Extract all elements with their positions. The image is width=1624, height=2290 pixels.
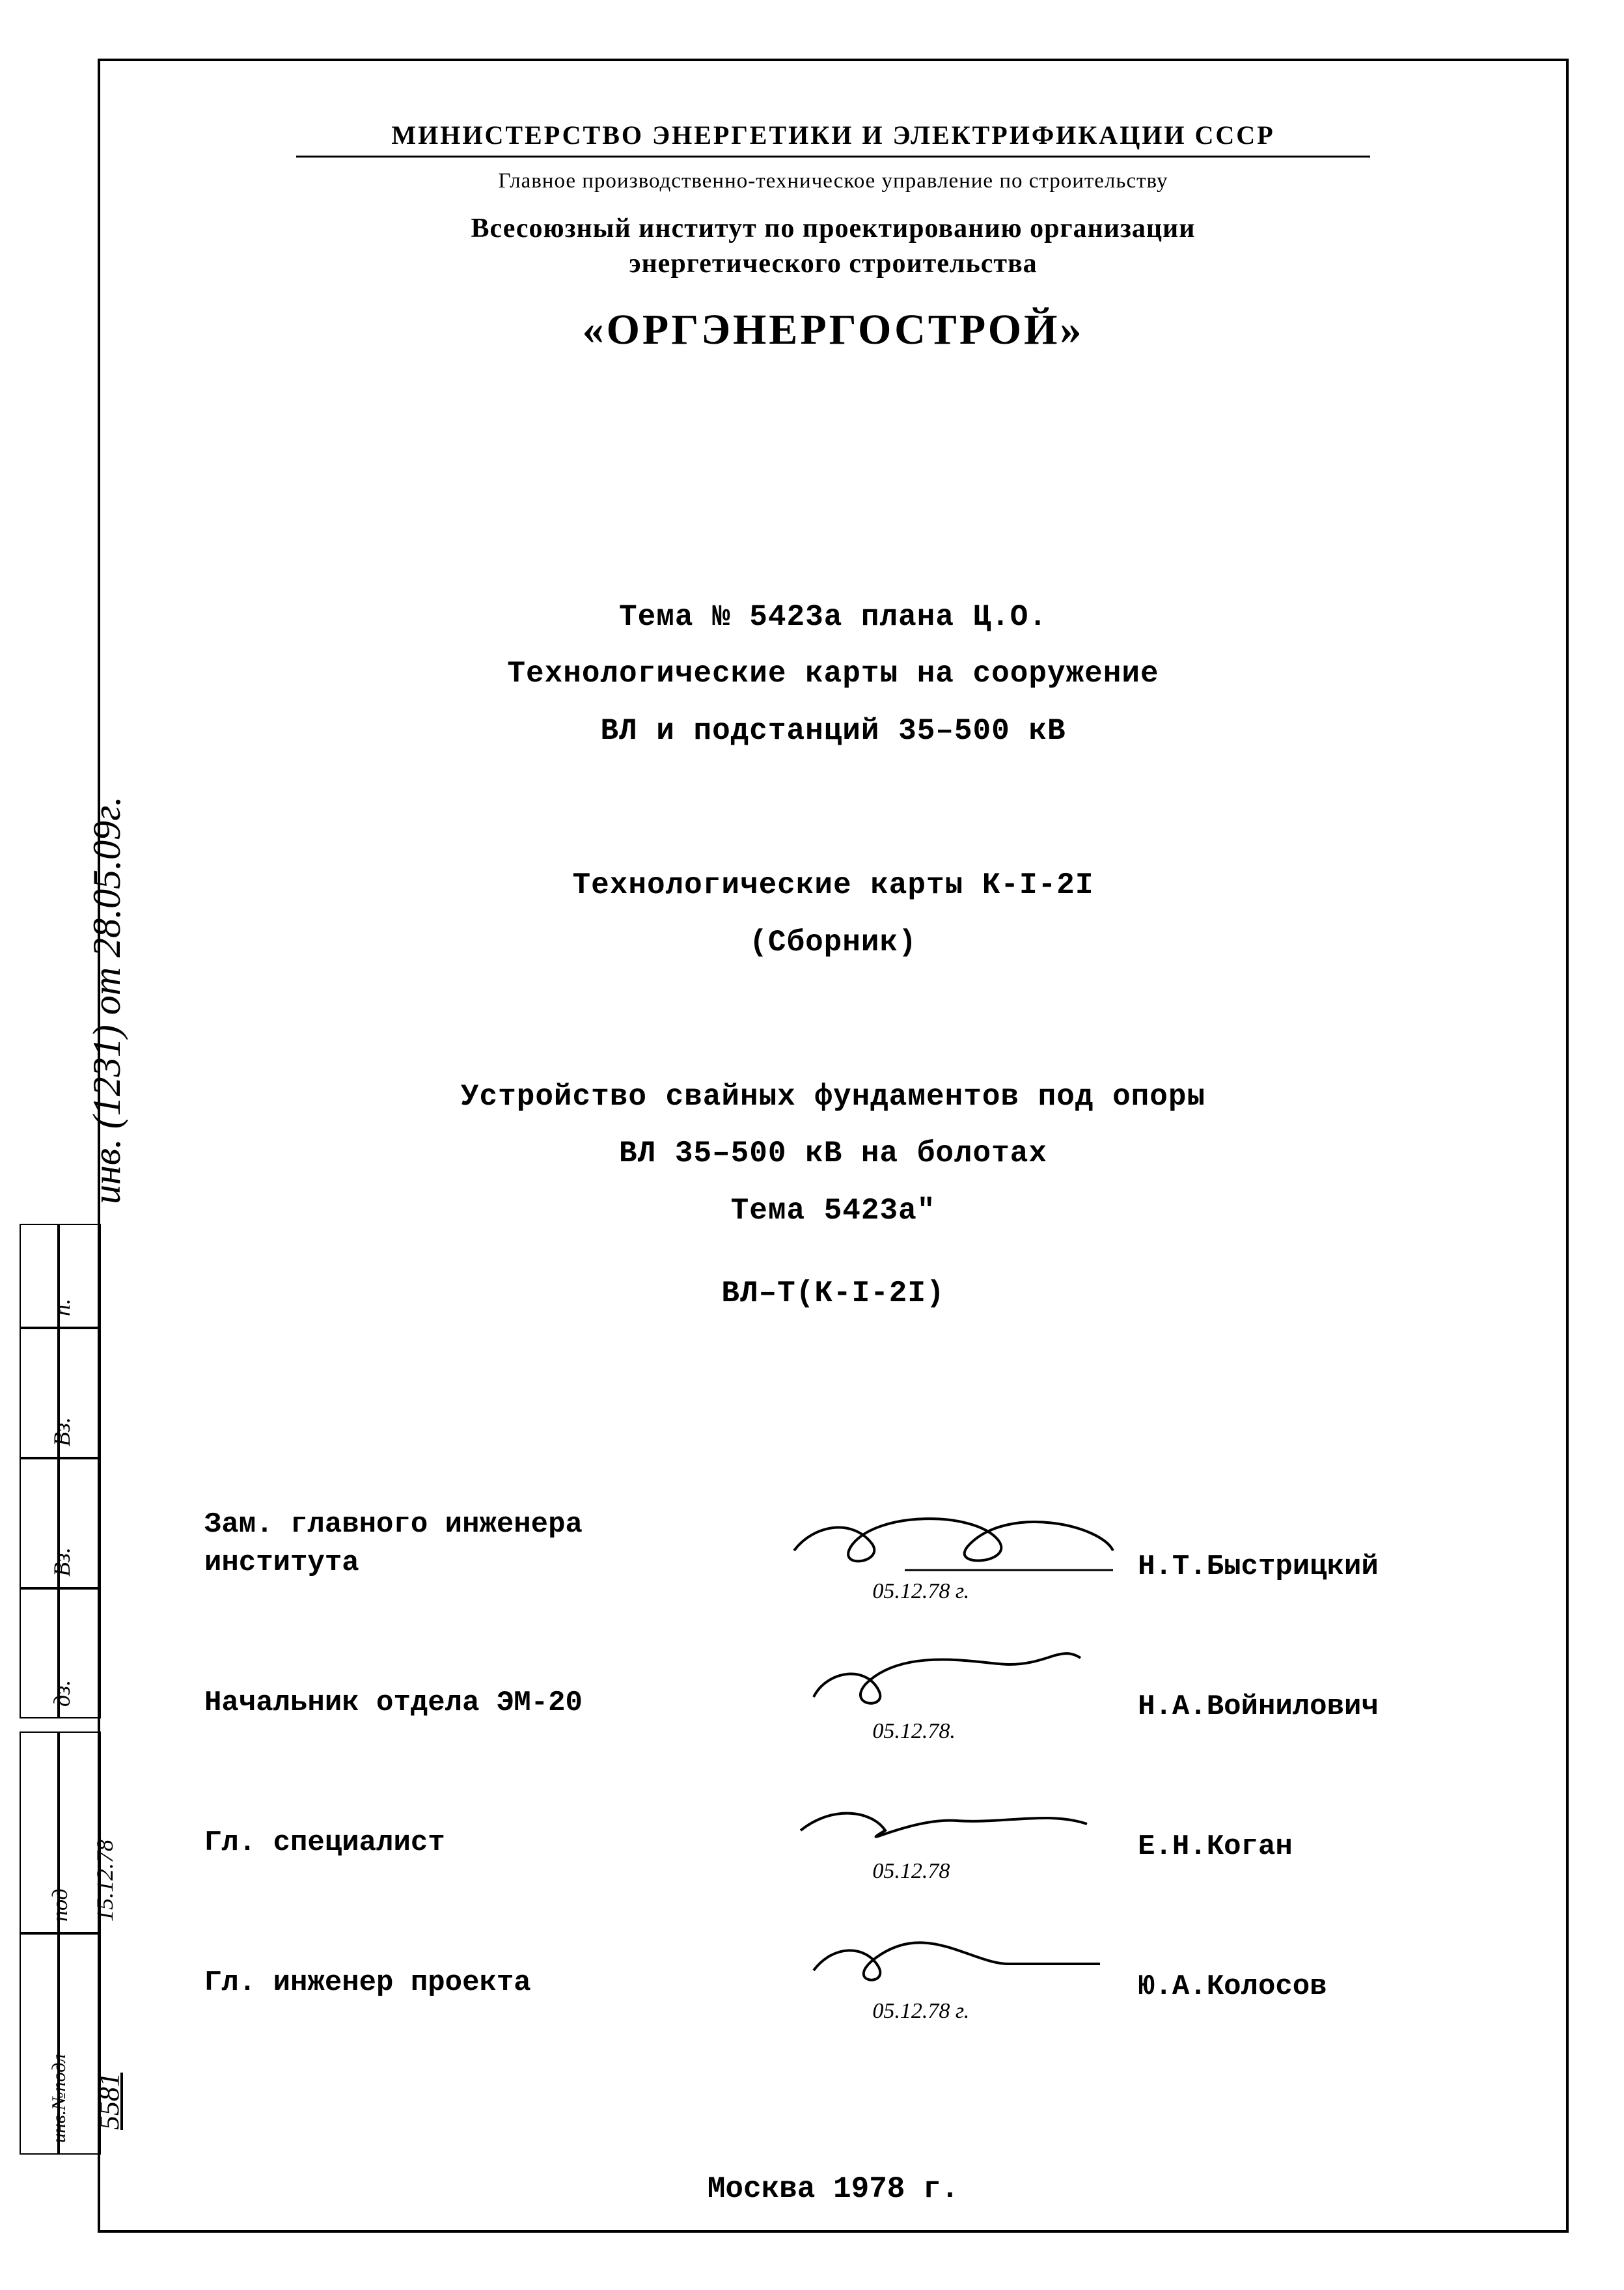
signature-date: 05.12.78 г. [872,1579,969,1604]
institute-line-2: энергетического строительства [100,248,1566,279]
signature-scribble-icon [775,1785,1139,1863]
margin-cell: инв.№подл [20,1933,59,2155]
signature-name: Е.Н.Коган [1138,1830,1475,1863]
signature-scribble-icon [775,1645,1139,1723]
institute-line-1: Всесоюзный институт по проектированию ор… [100,213,1566,244]
margin-bottom-date: 15.12.78 [91,1840,118,1922]
signature-scribble-icon [775,1925,1139,2003]
signature-row: Гл. специалист 05.12.78 Е.Н.Коган [204,1785,1475,1863]
signature-name: Н.А.Войнилович [1138,1690,1475,1723]
signature-role: Гл. инженер проекта [204,1964,775,2002]
margin-cell: 15.12.78 [59,1731,101,1933]
signature-mark: 05.12.78. [775,1645,1138,1723]
cards-line-2: (Сборник) [100,915,1566,971]
signature-row: Начальник отдела ЭМ-20 05.12.78. Н.А.Вой… [204,1645,1475,1723]
margin-cell: дз. [20,1588,59,1718]
org-name: «ОРГЭНЕРГОСТРОЙ» [100,305,1566,355]
margin-inv-note: инв. (1231) от 28.05.09г. [85,796,130,1204]
signature-row: Гл. инженер проекта 05.12.78 г. Ю.А.Коло… [204,1925,1475,2003]
signature-mark: 05.12.78 г. [775,1925,1138,2003]
margin-cell [59,1224,101,1328]
signature-role: Начальник отдела ЭМ-20 [204,1684,775,1722]
signature-row: Зам. главного инженера института 05.12.7… [204,1505,1475,1583]
signature-date: 05.12.78 [872,1859,950,1884]
desc-line-1: Устройство свайных фундаментов под опоры [100,1069,1566,1125]
margin-cell: п. [20,1224,59,1328]
margin-cell: Вз. [20,1328,59,1458]
signature-mark: 05.12.78 [775,1785,1138,1863]
margin-cell: 5581 [59,1933,101,2155]
signature-mark: 05.12.78 г. [775,1505,1138,1583]
topic-line-3: ВЛ и подстанций 35–500 кВ [100,703,1566,760]
topic-block: Тема № 5423а плана Ц.О. Технологические … [100,589,1566,760]
signature-name: Н.Т.Быстрицкий [1138,1551,1475,1583]
page: МИНИСТЕРСТВО ЭНЕРГЕТИКИ И ЭЛЕКТРИФИКАЦИИ… [0,0,1624,2290]
ministry-line: МИНИСТЕРСТВО ЭНЕРГЕТИКИ И ЭЛЕКТРИФИКАЦИИ… [100,120,1566,150]
margin-cell: под [20,1731,59,1933]
margin-inv-number: 5581 [92,2073,126,2130]
header-block: МИНИСТЕРСТВО ЭНЕРГЕТИКИ И ЭЛЕКТРИФИКАЦИИ… [100,120,1566,355]
signature-name: Ю.А.Колосов [1138,1970,1475,2003]
cards-line-1: Технологические карты К-I-2I [100,857,1566,914]
margin-cell [59,1328,101,1458]
signature-date: 05.12.78. [872,1719,956,1744]
footer-line: Москва 1978 г. [100,2172,1566,2206]
desc-line-2: ВЛ 35–500 кВ на болотах [100,1125,1566,1182]
signature-scribble-icon [775,1505,1139,1583]
desc-line-3: Тема 5423а" [100,1183,1566,1239]
cards-block: Технологические карты К-I-2I (Сборник) [100,857,1566,971]
signature-role: Зам. главного инженера института [204,1506,775,1583]
margin-cell [59,1588,101,1718]
topic-line-2: Технологические карты на сооружение [100,646,1566,702]
signature-role: Гл. специалист [204,1824,775,1862]
signatures-block: Зам. главного инженера института 05.12.7… [204,1505,1475,2003]
signature-date: 05.12.78 г. [872,1999,969,2024]
ministry-underline [296,156,1370,158]
margin-cell [59,1458,101,1588]
department-line: Главное производственно-техническое упра… [100,169,1566,193]
description-block: Устройство свайных фундаментов под опоры… [100,1069,1566,1323]
topic-line-1: Тема № 5423а плана Ц.О. [100,589,1566,646]
page-frame: МИНИСТЕРСТВО ЭНЕРГЕТИКИ И ЭЛЕКТРИФИКАЦИИ… [98,59,1569,2233]
margin-cell: Вз. [20,1458,59,1588]
desc-line-4: ВЛ–Т(К-I-2I) [100,1265,1566,1322]
left-margin: инв. (1231) от 28.05.09г. п. Вз. Вз. дз.… [13,586,98,2213]
